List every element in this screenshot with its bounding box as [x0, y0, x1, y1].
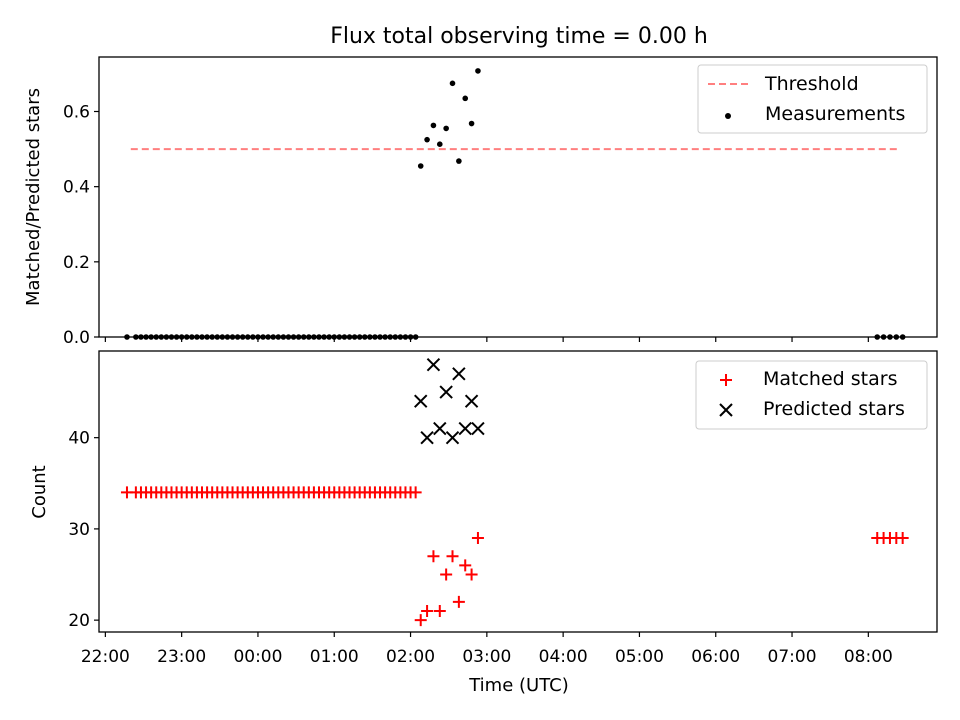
predicted-star-point: [464, 394, 479, 408]
x-tick-label: 02:00: [386, 647, 435, 667]
matched-star-point: [440, 568, 453, 581]
matched-star-point: [409, 486, 422, 499]
matched-star-point: [414, 614, 427, 627]
x-tick-label: 08:00: [844, 647, 893, 667]
top-y-axis-ticks: 0.0 0.2 0.4 0.6: [63, 102, 99, 348]
measurement-point: [475, 68, 481, 74]
predicted-star-point: [433, 421, 447, 436]
legend-threshold-label: Threshold: [764, 73, 859, 95]
bottom-legend: Matched stars Predicted stars: [695, 360, 928, 430]
legend-matched-swatch: [720, 374, 732, 386]
legend-predicted-label: Predicted stars: [763, 398, 905, 420]
measurement-point: [443, 125, 449, 132]
legend-measurements-swatch: [725, 113, 731, 119]
x-tick-label: 05:00: [615, 647, 664, 667]
bottom-axes-frame: [98, 350, 938, 633]
matched-star-point: [427, 550, 440, 563]
legend-matched-label: Matched stars: [763, 368, 897, 390]
matched-star-point: [421, 605, 434, 618]
predicted-star-point: [471, 421, 485, 436]
top-panel: 0.0 0.2 0.4 0.6 Matched/Predicted stars Thr…: [23, 56, 938, 348]
top-legend-box: [697, 64, 928, 134]
predicted-star-point: [420, 430, 434, 445]
bottom-legend-box: [695, 360, 928, 430]
figure-title: Flux total observing time = 0.00 h: [330, 24, 708, 49]
matched-star-point: [896, 532, 909, 545]
measurement-point: [417, 163, 424, 169]
top-y-axis-label: Matched/Predicted stars: [23, 88, 44, 306]
measurement-point: [456, 158, 462, 164]
top-y-tick-label: 0.6: [63, 102, 90, 122]
measurement-point: [462, 95, 469, 102]
x-tick-label: 01:00: [310, 647, 359, 667]
matched-star-point: [465, 568, 478, 581]
x-tick-label: 23:00: [157, 647, 206, 667]
bottom-y-axis-label: Count: [29, 465, 50, 518]
predicted-star-point: [452, 367, 466, 381]
top-axes-frame: [98, 56, 938, 338]
matched-star-point: [452, 595, 465, 608]
x-tick-label: 06:00: [691, 647, 740, 667]
x-tick-label: 03:00: [462, 647, 511, 667]
predicted-star-point: [426, 357, 441, 372]
top-y-tick-label: 0.2: [63, 253, 90, 273]
top-legend: Threshold Measurements: [697, 64, 928, 134]
measurement-point: [449, 80, 456, 87]
bottom-y-tick-label: 20: [68, 611, 90, 631]
matched-star-point: [471, 532, 484, 545]
bottom-panel: 20 30 40 22:00 23:00 00:00 01:00 02:00 03:00 04:…: [29, 350, 938, 696]
x-tick-label: 00:00: [233, 647, 282, 667]
top-y-tick-label: 0.4: [63, 178, 90, 198]
measurement-point: [430, 122, 437, 129]
matched-star-point: [446, 550, 459, 563]
predicted-star-point: [445, 430, 460, 445]
bottom-plot-marks: [120, 357, 909, 627]
bottom-y-tick-label: 40: [68, 429, 90, 449]
x-tick-label: 22:00: [81, 647, 130, 667]
bottom-y-tick-label: 30: [68, 520, 90, 540]
x-axis-label: Time (UTC): [468, 675, 569, 696]
legend-measurements-label: Measurements: [765, 103, 905, 125]
bottom-y-axis-ticks: 20 30 40: [68, 429, 99, 631]
predicted-star-point: [414, 394, 428, 408]
measurement-point: [468, 120, 475, 127]
matched-star-point: [433, 605, 446, 618]
matched-star-point: [459, 559, 472, 572]
bottom-x-axis-ticks: 22:00 23:00 00:00 01:00 02:00 03:00 04:00 05:00…: [81, 632, 893, 667]
measurement-point: [424, 136, 430, 143]
x-tick-label: 04:00: [539, 647, 588, 667]
predicted-star-point: [439, 385, 453, 399]
x-tick-label: 07:00: [768, 647, 817, 667]
predicted-star-point: [458, 421, 472, 436]
measurement-point: [436, 141, 443, 147]
top-y-tick-label: 0.0: [63, 328, 90, 348]
legend-predicted-swatch: [719, 403, 733, 417]
top-x-axis-ticks: [104, 337, 869, 342]
